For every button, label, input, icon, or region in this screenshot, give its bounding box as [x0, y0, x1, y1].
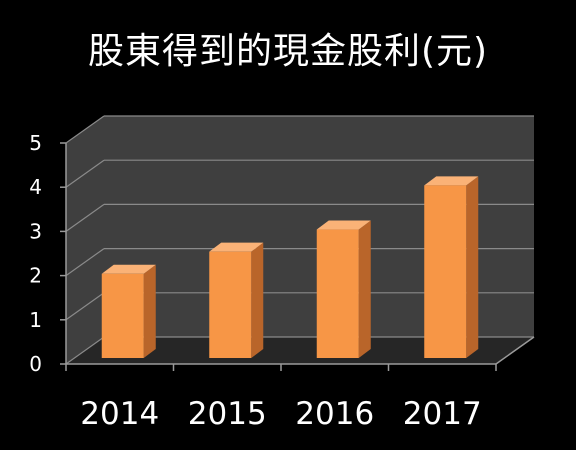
bar-side: [358, 220, 371, 358]
gridline-side: [65, 248, 105, 277]
bar-top: [316, 220, 371, 230]
bar: [424, 185, 467, 358]
y-tick-label: 1: [29, 308, 42, 332]
axes: [60, 142, 535, 371]
bar-side: [143, 264, 156, 358]
y-tick-label: 5: [29, 131, 42, 155]
floor-edge-line: [495, 336, 535, 365]
floor: [66, 337, 534, 364]
bar-top: [101, 264, 156, 274]
chart-title: 股東得到的現金股利(元): [87, 31, 489, 72]
gridline-side: [65, 203, 105, 232]
x-category-label: 2015: [188, 396, 267, 432]
axis-labels: 0 1 2 3 4 5 2014 2015 2016 2017: [29, 131, 481, 432]
bar-top: [424, 176, 479, 186]
bar-top: [209, 242, 264, 252]
bar: [316, 229, 359, 358]
bar-side: [251, 242, 264, 358]
bar: [101, 273, 144, 358]
y-tick-label: 0: [29, 352, 42, 376]
bars: [101, 176, 479, 358]
y-tick-label: 2: [29, 264, 42, 288]
gridline-side: [65, 115, 105, 144]
gridline-side: [65, 336, 105, 365]
side-wall: [66, 116, 104, 364]
gridline-side: [65, 292, 105, 321]
y-tick-label: 4: [29, 175, 42, 199]
bar: [209, 251, 252, 358]
x-category-label: 2016: [295, 396, 374, 432]
y-tick-label: 3: [29, 219, 42, 243]
x-category-label: 2014: [80, 396, 159, 432]
bar-side: [466, 176, 479, 358]
gridline-side: [65, 159, 105, 188]
x-category-label: 2017: [403, 396, 482, 432]
